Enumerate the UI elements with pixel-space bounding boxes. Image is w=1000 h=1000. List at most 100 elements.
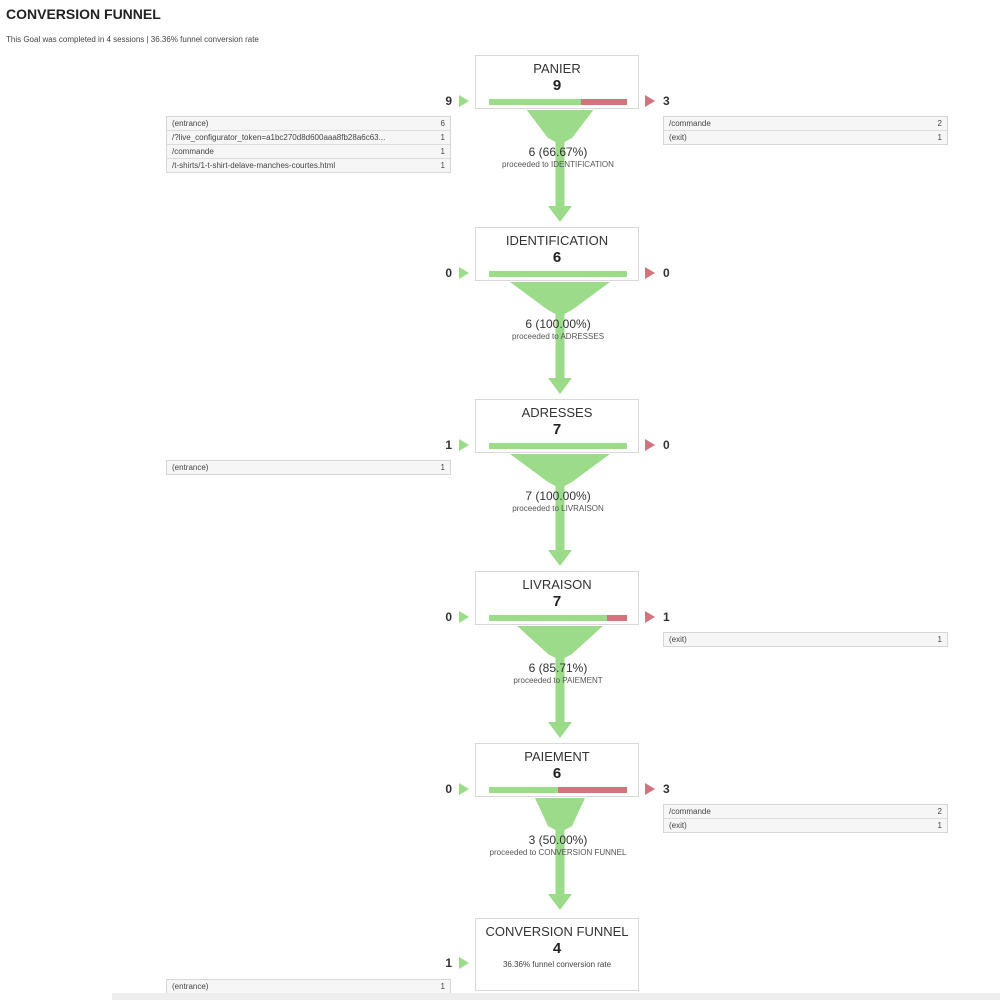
entries-count: 1 (445, 438, 452, 452)
entries-count: 0 (445, 266, 452, 280)
table-row[interactable]: /commande 2 (664, 805, 947, 819)
proceed-value: 7 (100.00%) (525, 489, 591, 503)
source-label: /commande (669, 119, 711, 128)
step-count: 9 (552, 77, 562, 94)
source-value: 1 (440, 147, 445, 156)
source-value: 1 (937, 635, 942, 644)
horizontal-scrollbar[interactable] (112, 993, 1000, 1000)
funnel-connector (535, 798, 585, 910)
funnel-shape (517, 626, 603, 738)
funnel-step[interactable]: PANIER 9 (475, 55, 639, 109)
table-row[interactable]: /?live_configurator_token=a1bc270d8d600a… (167, 131, 450, 145)
funnel-shape (526, 110, 594, 222)
exits-count: 3 (663, 782, 670, 796)
exit-destinations-table: /commande 2 (exit) 1 (663, 804, 948, 833)
proceed-label: proceeded to LIVRAISON (512, 504, 604, 513)
source-value: 1 (440, 161, 445, 170)
step-name: ADRESSES (521, 405, 593, 420)
exits-count: 0 (663, 266, 670, 280)
source-value: 1 (937, 133, 942, 142)
entries-count: 1 (445, 956, 452, 970)
entrance-sources-table: (entrance) 6 /?live_configurator_token=a1b… (166, 116, 451, 173)
table-row[interactable]: (entrance) 1 (167, 980, 450, 993)
entry-arrow-icon (459, 957, 469, 969)
funnel-connector (517, 626, 603, 738)
step-progress-bar (489, 99, 627, 105)
funnel-step[interactable]: PAIEMENT 6 (475, 743, 639, 797)
entries-count: 9 (445, 94, 452, 108)
source-label: (entrance) (172, 982, 209, 991)
step-progress-bar (489, 443, 627, 449)
step-drop-segment (558, 787, 627, 793)
source-value: 1 (440, 982, 445, 991)
proceed-value: 6 (100.00%) (525, 317, 591, 331)
exit-arrow-icon (645, 611, 655, 623)
proceed-label: proceeded to ADRESSES (511, 332, 605, 341)
entrance-sources-table: (entrance) 1 (166, 460, 451, 475)
table-row[interactable]: (entrance) 1 (167, 461, 450, 474)
source-label: (exit) (669, 133, 687, 142)
entries-count: 0 (445, 610, 452, 624)
step-name: LIVRAISON (522, 577, 592, 592)
source-label: (exit) (669, 635, 687, 644)
source-label: /t-shirts/1-t-shirt-delave-manches-court… (172, 161, 336, 170)
step-count: 7 (552, 421, 562, 438)
step-progress-bar (489, 271, 627, 277)
funnel-step[interactable]: LIVRAISON 7 (475, 571, 639, 625)
step-name: PANIER (533, 61, 581, 76)
page-title: CONVERSION FUNNEL (6, 6, 161, 22)
step-count: 6 (552, 765, 562, 782)
funnel-goal[interactable]: CONVERSION FUNNEL 4 36.36% funnel conversi… (475, 918, 639, 991)
proceed-label: proceeded to IDENTIFICATION (502, 160, 614, 169)
exits-count: 1 (663, 610, 670, 624)
goal-name: CONVERSION FUNNEL (485, 924, 629, 939)
table-row[interactable]: (exit) 1 (664, 131, 947, 144)
table-row[interactable]: /commande 2 (664, 117, 947, 131)
table-row[interactable]: /commande 1 (167, 145, 450, 159)
source-label: (exit) (669, 821, 687, 830)
proceed-label: proceeded to PAIEMENT (513, 676, 603, 685)
table-row[interactable]: (exit) 1 (664, 633, 947, 646)
source-label: (entrance) (172, 119, 209, 128)
funnel-step[interactable]: IDENTIFICATION 6 (475, 227, 639, 281)
step-count: 6 (552, 249, 562, 266)
exit-arrow-icon (645, 267, 655, 279)
funnel-shape (510, 454, 610, 566)
step-progress-bar (489, 787, 627, 793)
table-row[interactable]: /t-shirts/1-t-shirt-delave-manches-court… (167, 159, 450, 172)
exits-count: 3 (663, 94, 670, 108)
step-drop-segment (581, 99, 627, 105)
exit-destinations-table: /commande 2 (exit) 1 (663, 116, 948, 145)
exit-destinations-table: (exit) 1 (663, 632, 948, 647)
source-value: 1 (440, 133, 445, 142)
funnel-connector (510, 454, 610, 566)
source-value: 1 (440, 463, 445, 472)
entrance-sources-table: (entrance) 1 (166, 979, 451, 994)
source-label: /?live_configurator_token=a1bc270d8d600a… (172, 133, 386, 142)
funnel-connector (510, 282, 610, 394)
entry-arrow-icon (459, 95, 469, 107)
funnel-connector (526, 110, 594, 222)
source-value: 2 (937, 119, 942, 128)
proceed-value: 6 (66.67%) (528, 145, 588, 159)
proceed-value: 3 (50.00%) (528, 833, 588, 847)
step-name: PAIEMENT (524, 749, 590, 764)
entry-arrow-icon (459, 439, 469, 451)
page-subtitle: This Goal was completed in 4 sessions | … (6, 35, 259, 44)
goal-conversion-rate: 36.36% funnel conversion rate (502, 960, 612, 969)
table-row[interactable]: (exit) 1 (664, 819, 947, 832)
entry-arrow-icon (459, 267, 469, 279)
source-value: 2 (937, 807, 942, 816)
source-value: 1 (937, 821, 942, 830)
step-count: 7 (552, 593, 562, 610)
funnel-step[interactable]: ADRESSES 7 (475, 399, 639, 453)
source-value: 6 (440, 119, 445, 128)
proceed-label: proceeded to CONVERSION FUNNEL (489, 848, 627, 857)
funnel-shape (510, 282, 610, 394)
table-row[interactable]: (entrance) 6 (167, 117, 450, 131)
exit-arrow-icon (645, 783, 655, 795)
step-name: IDENTIFICATION (505, 233, 609, 248)
entries-count: 0 (445, 782, 452, 796)
exits-count: 0 (663, 438, 670, 452)
exit-arrow-icon (645, 439, 655, 451)
